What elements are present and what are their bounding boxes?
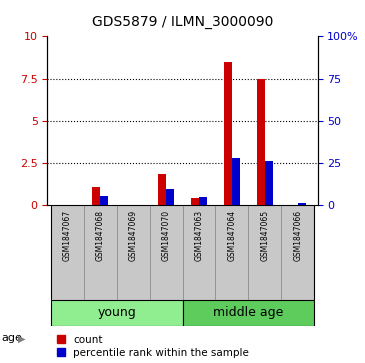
Bar [257,79,265,205]
Bar [224,62,232,205]
Bar [92,187,100,205]
Bar [150,205,182,300]
Text: GSM1847066: GSM1847066 [293,210,302,261]
Text: GSM1847070: GSM1847070 [162,210,170,261]
Bar [51,300,182,326]
Text: GSM1847063: GSM1847063 [195,210,203,261]
Bar [298,203,306,205]
Text: GSM1847064: GSM1847064 [227,210,237,261]
Bar [265,162,273,205]
Bar [166,189,174,205]
Bar [232,158,240,205]
Text: young: young [97,306,136,319]
Bar [182,205,215,300]
Text: GSM1847067: GSM1847067 [63,210,72,261]
Bar [191,198,199,205]
Bar [199,197,207,205]
Legend: count, percentile rank within the sample: count, percentile rank within the sample [53,331,254,362]
Text: GDS5879 / ILMN_3000090: GDS5879 / ILMN_3000090 [92,15,273,29]
Text: GSM1847069: GSM1847069 [128,210,138,261]
Text: age: age [2,333,23,343]
Bar [100,196,108,205]
Bar [248,205,281,300]
Bar [84,205,117,300]
Bar [51,205,84,300]
Bar [117,205,150,300]
Bar [281,205,314,300]
Bar [158,174,166,205]
Text: GSM1847068: GSM1847068 [96,210,105,261]
Text: middle age: middle age [213,306,284,319]
Text: ▶: ▶ [18,333,25,343]
Bar [215,205,248,300]
Text: GSM1847065: GSM1847065 [260,210,269,261]
Bar [182,300,314,326]
